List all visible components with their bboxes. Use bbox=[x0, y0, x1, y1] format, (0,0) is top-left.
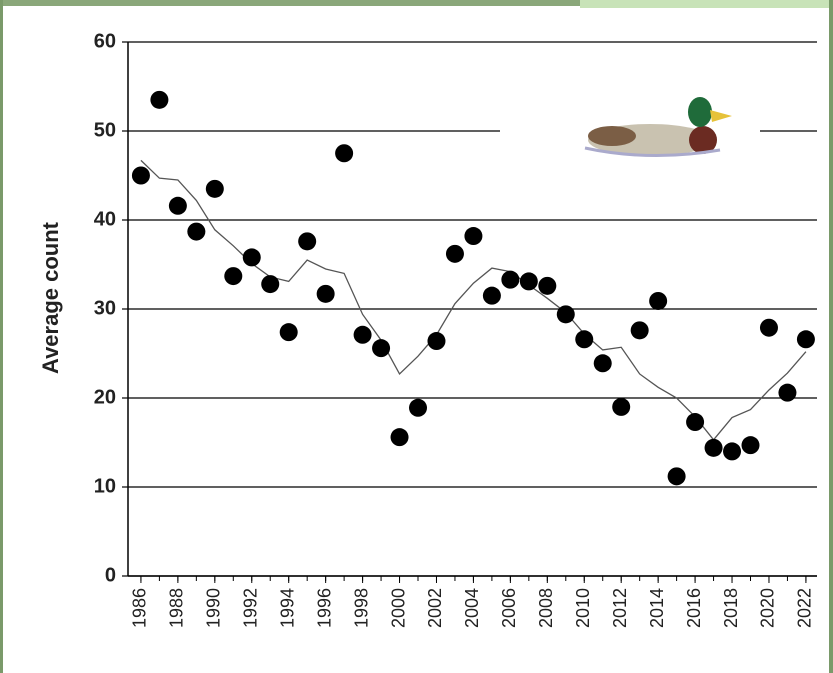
data-point bbox=[205, 179, 224, 198]
data-point bbox=[723, 442, 742, 461]
data-point bbox=[482, 286, 501, 305]
y-tick-label: 10 bbox=[94, 475, 116, 497]
x-tick-label: 1998 bbox=[351, 588, 371, 628]
x-tick-label: 1996 bbox=[314, 588, 334, 628]
x-tick-label: 2000 bbox=[388, 588, 408, 628]
data-point bbox=[575, 330, 594, 349]
data-point bbox=[187, 222, 206, 241]
data-point bbox=[409, 398, 428, 417]
x-tick-label: 2012 bbox=[610, 588, 630, 628]
data-point bbox=[649, 291, 668, 310]
data-point bbox=[335, 144, 354, 163]
data-point bbox=[224, 267, 243, 286]
data-point bbox=[464, 227, 483, 246]
data-point bbox=[593, 354, 612, 373]
y-tick-label: 30 bbox=[94, 297, 116, 319]
duck-bill bbox=[710, 110, 732, 122]
x-tick-label: 1992 bbox=[241, 588, 261, 628]
data-point bbox=[168, 196, 187, 215]
y-tick-label: 20 bbox=[94, 386, 116, 408]
x-tick-label: 1986 bbox=[130, 588, 150, 628]
x-tick-label: 2004 bbox=[462, 588, 482, 628]
data-point bbox=[445, 244, 464, 263]
left-border bbox=[0, 0, 3, 673]
data-point bbox=[427, 332, 446, 351]
data-point bbox=[612, 397, 631, 416]
duck-breast bbox=[689, 126, 717, 154]
data-point bbox=[390, 428, 409, 447]
x-tick-label: 1990 bbox=[204, 588, 224, 628]
y-tick-label: 40 bbox=[94, 208, 116, 230]
x-tick-label: 2010 bbox=[573, 588, 593, 628]
data-point bbox=[704, 438, 723, 457]
x-tick-label: 2006 bbox=[499, 588, 519, 628]
x-tick-label: 2008 bbox=[536, 588, 556, 628]
x-tick-label: 1988 bbox=[167, 588, 187, 628]
plot-area: 0 10 20 30 40 50 60 1986 1988 1990 1992 1994 1996 199… bbox=[94, 30, 817, 628]
data-point bbox=[150, 90, 169, 109]
data-point bbox=[501, 270, 520, 289]
data-point bbox=[131, 166, 150, 185]
x-tick-label: 2014 bbox=[647, 588, 667, 628]
data-point bbox=[372, 339, 391, 358]
y-tick-label: 0 bbox=[105, 564, 116, 586]
data-point bbox=[242, 248, 261, 267]
y-tick-label: 50 bbox=[94, 119, 116, 141]
data-point bbox=[353, 325, 372, 344]
duck-wing bbox=[588, 126, 636, 146]
data-point bbox=[741, 436, 760, 455]
data-point bbox=[630, 321, 649, 340]
top-band bbox=[580, 0, 833, 8]
data-point bbox=[667, 467, 686, 486]
data-point bbox=[778, 383, 797, 402]
right-border bbox=[829, 0, 833, 673]
x-tick-label: 2020 bbox=[758, 588, 778, 628]
duck-icon bbox=[500, 97, 760, 170]
x-tick-label: 1994 bbox=[277, 588, 297, 628]
data-point bbox=[796, 330, 815, 349]
data-point bbox=[538, 276, 557, 295]
data-point bbox=[316, 284, 335, 303]
x-tick-label: 2002 bbox=[425, 588, 445, 628]
data-point bbox=[519, 272, 538, 291]
x-tick-label: 2022 bbox=[795, 588, 815, 628]
x-tick-label: 2016 bbox=[684, 588, 704, 628]
top-texture bbox=[0, 0, 580, 6]
data-point bbox=[279, 323, 298, 342]
y-tick-label: 60 bbox=[94, 30, 116, 52]
duck-head bbox=[688, 97, 712, 127]
data-point bbox=[298, 232, 317, 251]
data-point bbox=[686, 413, 705, 432]
y-axis-label: Average count bbox=[38, 221, 63, 374]
data-point bbox=[261, 275, 280, 294]
data-point bbox=[759, 318, 778, 337]
duck-water bbox=[584, 146, 721, 157]
x-tick-label: 2018 bbox=[721, 588, 741, 628]
data-point bbox=[556, 305, 575, 324]
